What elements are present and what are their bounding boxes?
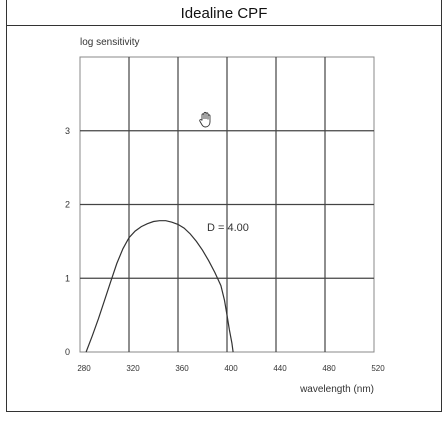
grid-lines [80, 57, 374, 352]
y-axis-label: log sensitivity [80, 37, 139, 48]
window-title: Idealine CPF [7, 4, 441, 26]
density-annotation: D = 4.00 [207, 222, 249, 234]
x-tick-label: 360 [175, 364, 189, 373]
y-tick-label: 2 [65, 200, 70, 210]
hand-cursor-icon [199, 111, 211, 128]
x-tick-label: 280 [77, 364, 91, 373]
y-tick-label: 0 [65, 347, 70, 357]
x-tick-label: 440 [273, 364, 287, 373]
x-tick-labels: 280 320 360 400 440 480 520 [77, 364, 385, 373]
y-tick-label: 3 [65, 126, 70, 136]
x-tick-label: 480 [322, 364, 336, 373]
series-curve [85, 220, 234, 353]
y-tick-labels: 0 1 2 3 [65, 126, 70, 357]
x-tick-label: 520 [371, 364, 385, 373]
x-tick-label: 400 [224, 364, 238, 373]
x-tick-label: 320 [126, 364, 140, 373]
y-tick-label: 1 [65, 273, 70, 283]
x-axis-label: wavelength (nm) [299, 384, 374, 395]
